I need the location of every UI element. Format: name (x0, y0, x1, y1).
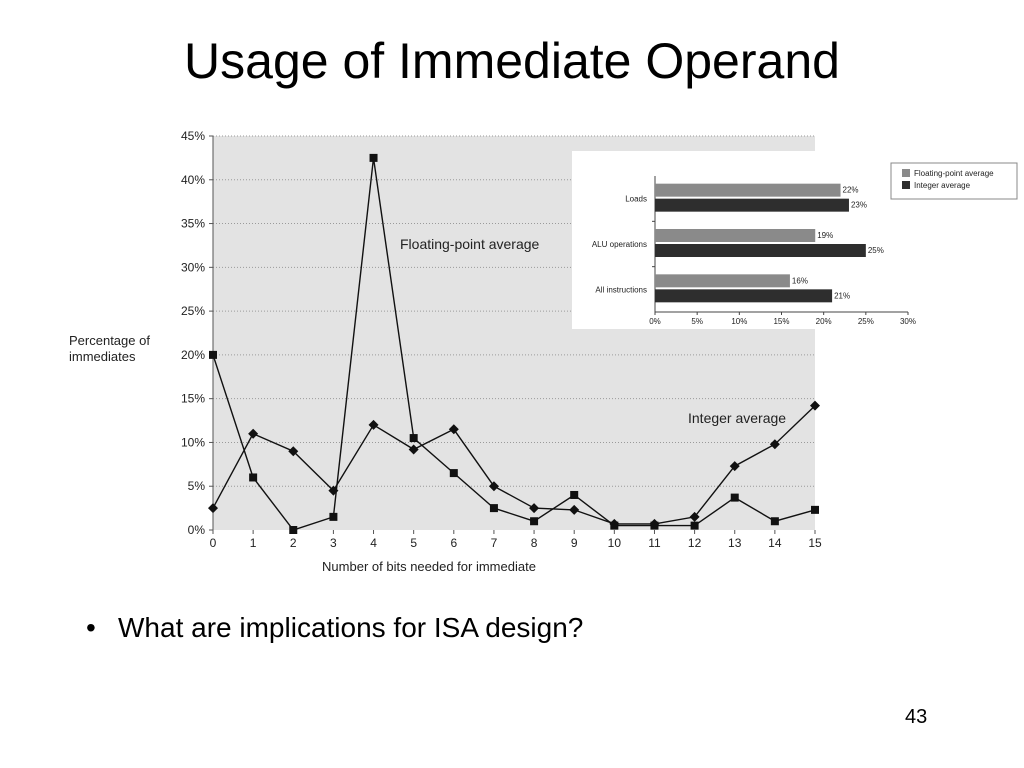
legend-swatch (902, 169, 910, 177)
int-bar (655, 289, 833, 303)
legend-swatch (902, 181, 910, 189)
int-point (328, 485, 339, 496)
bar-data-label: 25% (868, 246, 884, 255)
int-bar (655, 244, 866, 257)
inset-x-tick-label: 25% (858, 317, 874, 326)
x-tick-label: 3 (330, 536, 337, 550)
x-tick-label: 10 (608, 536, 622, 550)
y-tick-label: 45% (181, 129, 205, 143)
immediate-usage-chart: 0%5%10%15%20%25%30%35%40%45%0 1 2 3 4 5 6 7 8 9 10… (69, 129, 1018, 574)
fp-point (249, 473, 258, 482)
y-tick-label: 0% (188, 523, 206, 537)
fp-point (409, 434, 418, 443)
x-tick-label: 13 (728, 536, 742, 550)
y-axis-label: Percentage of (69, 333, 150, 348)
y-tick-label: 15% (181, 392, 205, 406)
bar-data-label: 22% (843, 186, 859, 195)
y-axis-label: immediates (69, 349, 136, 364)
inset-x-tick-label: 20% (816, 317, 832, 326)
legend-label: Integer average (914, 181, 971, 190)
fp-point (489, 504, 498, 513)
int-point (769, 439, 780, 450)
x-tick-label: 6 (450, 536, 457, 550)
inset-bar-chart: 0% 5% 10% 15% 20% 25% 30% Loads 22% 23% ALU operat… (572, 151, 1018, 329)
bar-data-label: 21% (834, 291, 850, 300)
x-tick-label: 15 (808, 536, 822, 550)
fp-point (369, 153, 378, 162)
y-tick-label: 25% (181, 304, 205, 318)
x-tick-label: 1 (250, 536, 257, 550)
bar-data-label: 23% (851, 201, 867, 210)
fp-point (730, 493, 739, 502)
y-tick-label: 20% (181, 348, 205, 362)
int-point (689, 511, 700, 522)
int-point (488, 481, 499, 492)
fp-point (329, 512, 338, 521)
fp-point (811, 505, 819, 514)
int-point (208, 503, 218, 514)
fp-bar (655, 183, 841, 197)
fp-bar (655, 229, 816, 242)
fp-point (289, 526, 298, 534)
x-tick-label: 8 (531, 536, 538, 550)
int-point (609, 518, 620, 529)
y-tick-label: 30% (181, 260, 205, 274)
int-point (569, 504, 580, 515)
fp-point (770, 517, 779, 526)
fp-point (530, 517, 539, 526)
slide-title: Usage of Immediate Operand (184, 33, 840, 89)
int-point (810, 400, 820, 411)
int-point (729, 461, 740, 472)
inset-x-tick-label: 30% (900, 317, 916, 326)
int-bar (655, 198, 849, 212)
x-tick-label: 11 (648, 536, 661, 550)
bullet-item: • What are implications for ISA design? (86, 612, 583, 644)
inset-category-label: ALU operations (592, 240, 647, 249)
x-axis-label: Number of bits needed for immediate (322, 559, 536, 574)
x-tick-label: 14 (768, 536, 782, 550)
inset-x-tick-label: 5% (691, 317, 703, 326)
legend-label: Floating-point average (914, 169, 994, 178)
bullet-text: What are implications for ISA design? (118, 612, 584, 643)
bar-data-label: 16% (792, 276, 808, 285)
series-label-fp: Floating-point average (400, 236, 540, 252)
int-point (368, 419, 379, 430)
x-tick-label: 9 (571, 536, 578, 550)
y-tick-label: 5% (188, 479, 206, 493)
x-tick-label: 2 (290, 536, 297, 550)
fp-bar (655, 274, 790, 288)
x-tick-label: 4 (370, 536, 377, 550)
fp-point (209, 350, 217, 359)
series-line (212, 157, 816, 531)
inset-x-tick-label: 10% (731, 317, 747, 326)
bar-data-label: 19% (817, 231, 833, 240)
x-tick-label: 5 (410, 536, 417, 550)
page-number: 43 (905, 706, 928, 728)
fp-point (690, 521, 699, 530)
x-tick-label: 0 (210, 536, 217, 550)
series-line (212, 405, 816, 525)
y-tick-label: 35% (181, 217, 205, 231)
fp-point (570, 490, 579, 499)
y-tick-label: 10% (181, 435, 205, 449)
int-point (529, 503, 540, 514)
x-tick-label: 7 (491, 536, 498, 550)
bullet-dot: • (86, 612, 96, 643)
fp-point (449, 469, 458, 478)
inset-category-label: All instructions (595, 285, 647, 294)
inset-category-label: Loads (625, 195, 647, 204)
int-point (649, 518, 660, 529)
inset-x-tick-label: 0% (649, 317, 661, 326)
series-label-int: Integer average (688, 410, 786, 426)
inset-x-tick-label: 15% (773, 317, 789, 326)
int-point (408, 444, 419, 455)
int-point (448, 424, 459, 435)
inset-legend-box (890, 162, 1018, 200)
int-point (288, 446, 299, 457)
y-tick-label: 40% (181, 173, 205, 187)
x-tick-label: 12 (688, 536, 702, 550)
int-point (248, 428, 259, 439)
